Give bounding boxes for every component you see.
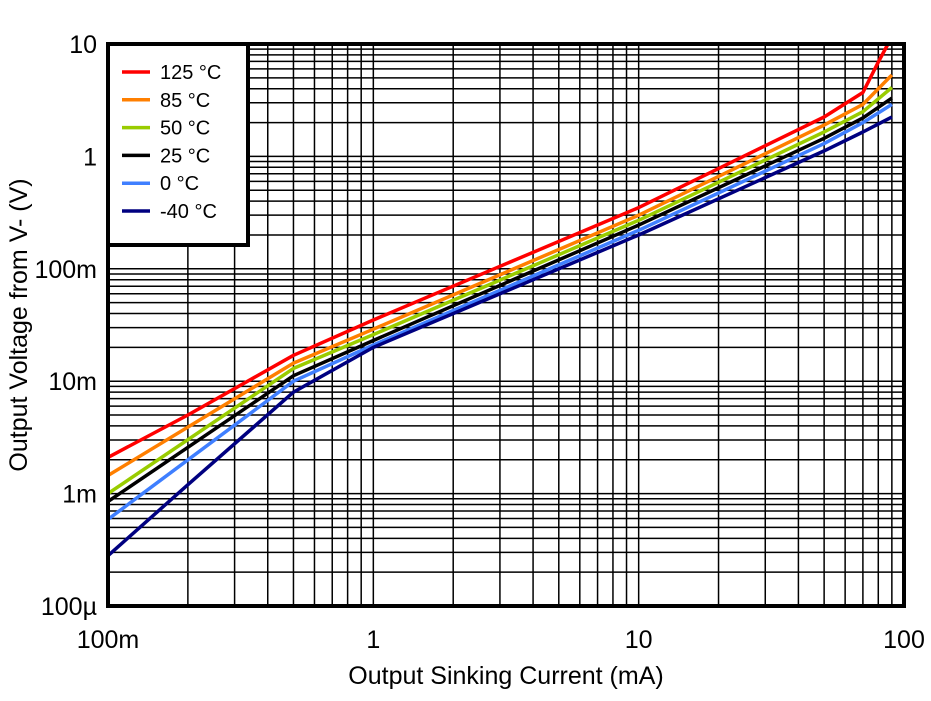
y-tick-label: 1 bbox=[83, 143, 97, 171]
y-axis-label: Output Voltage from V- (V) bbox=[5, 178, 33, 471]
x-tick-label: 100 bbox=[883, 626, 925, 654]
x-tick-label: 1 bbox=[366, 626, 380, 654]
legend-label: 0 °C bbox=[160, 173, 199, 195]
x-tick-label: 10 bbox=[625, 626, 653, 654]
x-tick-label: 100m bbox=[77, 626, 140, 654]
legend-label: 85 °C bbox=[160, 90, 210, 112]
series-line bbox=[107, 96, 893, 503]
x-tick-labels: 100m 1 10 100 bbox=[77, 626, 925, 654]
legend-label: 125 °C bbox=[160, 62, 221, 84]
y-tick-label: 1m bbox=[62, 481, 97, 509]
y-tick-label: 10m bbox=[48, 368, 97, 396]
series-line bbox=[107, 86, 894, 496]
y-tick-label: 100m bbox=[34, 256, 97, 284]
y-tick-label: 10 bbox=[69, 31, 97, 59]
y-tick-labels: 100µ 1m 10m 100m 1 10 bbox=[34, 31, 97, 621]
series-line bbox=[107, 73, 894, 477]
legend-label: -40 °C bbox=[160, 201, 217, 223]
y-tick-label: 100µ bbox=[41, 593, 97, 621]
legend-label: 50 °C bbox=[160, 118, 210, 140]
plot-border bbox=[106, 42, 906, 608]
x-axis-label: Output Sinking Current (mA) bbox=[348, 662, 663, 690]
series-line bbox=[106, 115, 893, 558]
legend-label: 25 °C bbox=[160, 145, 210, 167]
legend: 125 °C 85 °C 50 °C 25 °C 0 °C -40 °C bbox=[106, 42, 250, 247]
series-line bbox=[106, 102, 893, 521]
series-line bbox=[107, 43, 890, 459]
series-lines bbox=[106, 43, 894, 558]
